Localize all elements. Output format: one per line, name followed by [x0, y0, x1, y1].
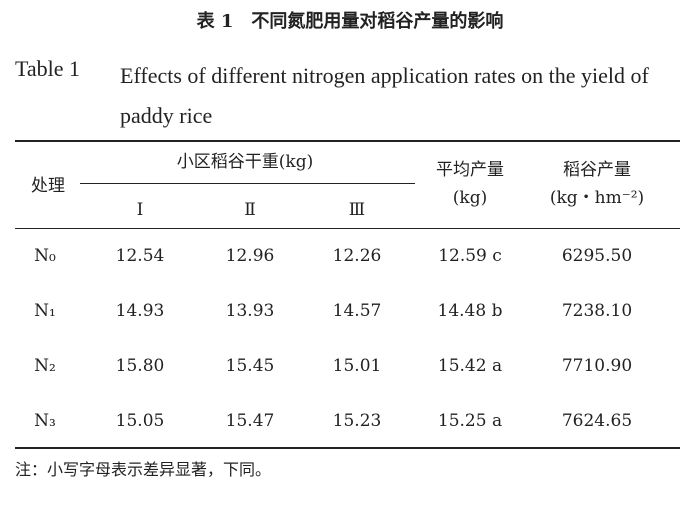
table-cell: 13.93 — [225, 301, 275, 321]
table-cell: 12.54 — [115, 246, 165, 266]
table-cell: 12.59 c — [438, 246, 502, 266]
header-cell: 平均产量 — [436, 160, 504, 180]
note: 注：小写字母表示差异显著，下同。 — [15, 460, 272, 479]
table-cell: 6295.50 — [561, 246, 633, 266]
table-cell: 15.01 — [332, 356, 382, 376]
header-rule — [15, 228, 680, 229]
table-caption: Effects of different nitrogen applicatio… — [120, 63, 649, 128]
table-cell: 15.42 a — [437, 356, 503, 376]
top-rule — [15, 140, 680, 142]
header-cell: (kg・hm⁻²) — [549, 188, 645, 208]
table-cell: 15.05 — [115, 411, 165, 431]
table-cell: 12.96 — [225, 246, 275, 266]
row-label: N₂ — [34, 356, 56, 376]
table-cell: 7710.90 — [561, 356, 633, 376]
table-cell: 7624.65 — [561, 411, 633, 431]
header-cell: 小区稻谷干重(kg) — [176, 152, 314, 172]
header-cell: Ⅲ — [348, 200, 366, 220]
row-label: N₃ — [34, 411, 56, 431]
table-cell: 15.45 — [225, 356, 275, 376]
table-cell: 15.80 — [115, 356, 165, 376]
table-cell: 14.57 — [332, 301, 382, 321]
table-label: Table 1 — [15, 56, 81, 81]
header-cell: (kg) — [452, 188, 488, 208]
table-cell: 15.23 — [332, 411, 382, 431]
header-cell: Ⅱ — [244, 200, 256, 220]
header-cell: Ⅰ — [136, 200, 144, 220]
table-cell: 12.26 — [332, 246, 382, 266]
row-label: N₀ — [34, 246, 56, 266]
bottom-rule — [15, 447, 680, 449]
row-label: N₁ — [34, 301, 56, 321]
table-cell: 7238.10 — [561, 301, 633, 321]
header-cell: 处理 — [31, 176, 65, 196]
table-cell: 15.25 a — [437, 411, 503, 431]
table-cell: 14.93 — [115, 301, 165, 321]
group-rule — [80, 183, 415, 184]
table-cell: 15.47 — [225, 411, 275, 431]
title: 表 1 不同氮肥用量对稻谷产量的影响 — [196, 11, 504, 32]
header-cell: 稻谷产量 — [563, 160, 631, 180]
table-cell: 14.48 b — [437, 301, 503, 321]
